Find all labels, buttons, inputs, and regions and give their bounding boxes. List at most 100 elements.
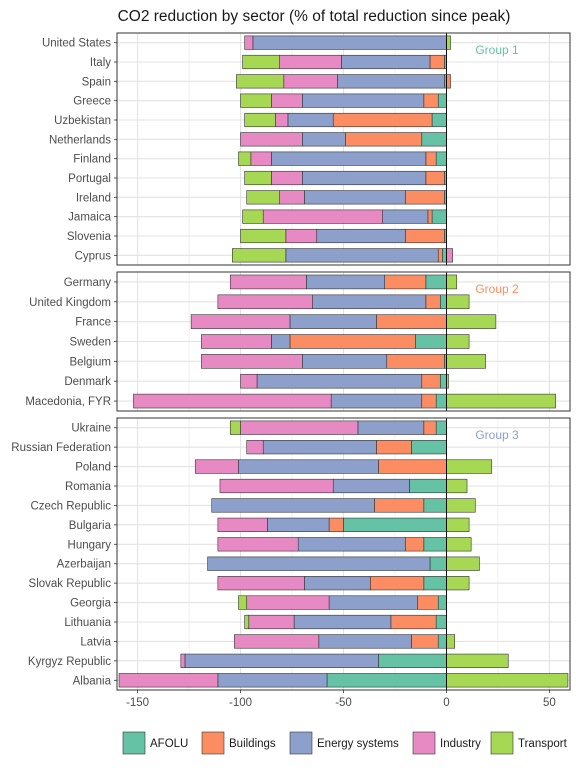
y-tick-label: Slovak Republic (29, 578, 112, 590)
y-tick-label: Kyrgyz Republic (28, 656, 111, 668)
bar-segment-industry (217, 517, 268, 532)
bar-row (217, 517, 470, 532)
y-tick-label: United Kingdom (29, 297, 111, 309)
bar-segment-afolu (431, 209, 447, 224)
bar-segment-afolu (429, 556, 447, 571)
bar-segment-buildings (425, 294, 441, 310)
bar-segment-transport (246, 190, 280, 205)
bar-segment-energy-systems (312, 294, 427, 310)
bar-segment-afolu (378, 653, 447, 668)
x-tick-label: -50 (335, 697, 352, 709)
y-tick-label: Latvia (80, 636, 111, 648)
bar-row (240, 228, 447, 244)
bar-segment-industry (217, 294, 313, 310)
bar-segment-transport (236, 74, 285, 89)
bar-segment-buildings (332, 112, 433, 128)
y-tick-label: Slovenia (67, 231, 112, 243)
bar-segment-afolu (423, 537, 447, 552)
y-tick-label: Finland (73, 154, 111, 166)
bar-segment-buildings (328, 517, 344, 532)
bar-segment-energy-systems (271, 334, 291, 349)
y-tick-label: France (75, 317, 111, 329)
bar-segment-transport (446, 393, 556, 409)
bar-segment-industry (248, 614, 295, 630)
y-tick-label: Sweden (69, 337, 111, 349)
legend-label: Industry (440, 738, 481, 750)
bar-segment-transport (446, 354, 486, 369)
bar-row (217, 537, 472, 552)
bar-segment-industry (246, 440, 264, 455)
bar-row (190, 314, 497, 329)
bar-row (240, 132, 447, 147)
panel-1: United States Italy Spain Greece Uzbekistan N… (42, 32, 571, 266)
bar-segment-transport (446, 537, 472, 552)
y-tick-label: United States (42, 38, 111, 50)
bar-segment-industry (271, 93, 303, 108)
y-tick-label: Ireland (76, 192, 111, 204)
y-tick-label: Hungary (68, 539, 112, 551)
bar-segment-buildings (427, 209, 433, 224)
bar-segment-transport (446, 294, 470, 310)
bar-segment-transport (242, 209, 264, 224)
bar-segment-industry (285, 228, 318, 244)
legend-swatch (490, 731, 514, 755)
bar-segment-energy-systems (332, 478, 410, 494)
bar-row (246, 190, 447, 205)
bar-segment-industry (234, 634, 320, 649)
bar-segment-afolu (439, 294, 447, 310)
bar-row (244, 170, 447, 186)
bar-row (234, 634, 455, 649)
legend-swatch (289, 731, 313, 755)
bar-row (211, 498, 476, 513)
bar-segment-buildings (345, 132, 423, 147)
bar-segment-buildings (384, 274, 427, 290)
bar-segment-energy-systems (252, 35, 447, 50)
bar-segment-buildings (289, 334, 416, 349)
bar-segment-buildings (429, 54, 445, 70)
bar-row (194, 459, 493, 474)
legend-item-energy-systems: Energy systems (289, 731, 399, 755)
legend-item-afolu: AFOLU (122, 731, 188, 755)
bar-segment-energy-systems (267, 517, 330, 532)
y-tick-label: Georgia (70, 598, 112, 610)
y-tick-label: Russian Federation (11, 442, 111, 454)
bar-segment-energy-systems (382, 209, 429, 224)
bar-segment-afolu (435, 614, 447, 630)
bar-segment-industry (240, 132, 303, 147)
bar-row (244, 35, 451, 50)
bar-segment-buildings (446, 74, 451, 89)
bar-segment-afolu (437, 634, 447, 649)
bar-segment-industry (180, 653, 186, 668)
bar-segment-industry (275, 112, 289, 128)
bar-row (240, 373, 449, 389)
bar-segment-transport (232, 248, 287, 263)
bar-segment-afolu (435, 151, 447, 166)
y-tick-label: Denmark (64, 376, 111, 388)
bar-row (118, 673, 569, 688)
bar-segment-afolu (431, 112, 447, 128)
bar-segment-industry (240, 420, 359, 435)
bar-segment-afolu (442, 248, 447, 263)
bar-segment-afolu (415, 334, 447, 349)
bar-segment-energy-systems (318, 634, 412, 649)
bar-row (201, 334, 470, 349)
bar-segment-energy-systems (293, 614, 392, 630)
bar-segment-energy-systems (316, 228, 406, 244)
bar-row (133, 393, 556, 409)
bar-row (180, 653, 509, 668)
bar-segment-energy-systems (211, 498, 375, 513)
bar-segment-buildings (404, 537, 425, 552)
group-label: Group 1 (475, 43, 519, 57)
bar-segment-energy-systems (289, 314, 377, 329)
bar-segment-energy-systems (287, 112, 334, 128)
bar-row (229, 420, 447, 435)
bar-segment-afolu (326, 673, 447, 688)
bar-segment-industry (194, 459, 239, 474)
bar-segment-buildings (374, 498, 425, 513)
bar-segment-afolu (409, 478, 447, 494)
bar-segment-afolu (439, 373, 447, 389)
bar-row (244, 614, 447, 630)
bar-segment-transport (446, 634, 455, 649)
bar-segment-transport (446, 35, 451, 50)
